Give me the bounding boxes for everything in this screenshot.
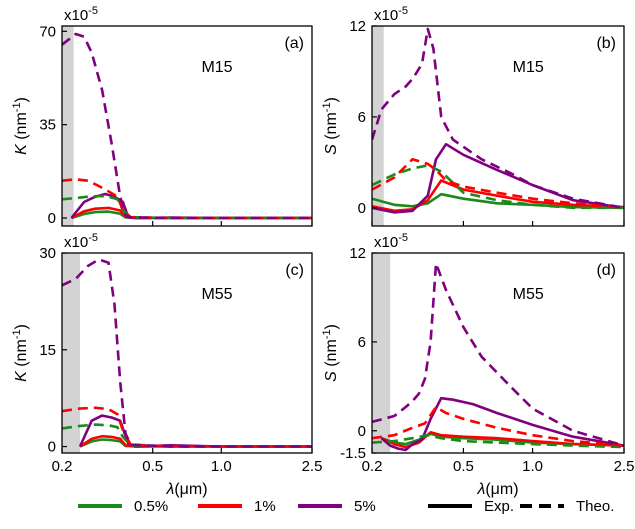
panel-c: 0.2 0.5 1.0 2.5 0 15 30 x10-5 (c) M55 K (nm-1) λ(μm… [11, 232, 322, 498]
y-tick-label: 12 [349, 18, 366, 35]
y-axis-label: K (nm-1) [11, 97, 30, 155]
plot-frame [61, 252, 313, 454]
x-axis-label: λ(μm) [476, 481, 518, 498]
series-line-0-5-theo- [62, 423, 312, 448]
y-tick-label: 0 [358, 423, 366, 440]
x-tick-label: 0.5 [142, 458, 163, 475]
x-tick-label: 0.5 [453, 458, 474, 475]
series-line-1-exp- [372, 179, 624, 213]
y-axis-label: S (nm-1) [321, 324, 340, 382]
sample-label: M55 [513, 286, 544, 303]
plot-frame [371, 252, 625, 454]
legend-item-05: 0.5% [78, 498, 168, 515]
x-tick-label: 2.5 [614, 458, 635, 475]
x-axis-label: λ(μm) [165, 481, 207, 498]
y-axis-label: K (nm-1) [11, 324, 30, 382]
y-axis-label: S (nm-1) [321, 97, 340, 155]
y-tick-label: 0 [48, 210, 56, 227]
legend-label: 0.5% [134, 498, 168, 515]
y-tick-label: -1.5 [340, 445, 366, 462]
shaded-region [372, 253, 391, 453]
series-line-5-theo- [372, 27, 624, 210]
series-line-1-theo- [372, 158, 624, 210]
y-tick-label: 6 [358, 109, 366, 126]
y-tick-label: 0 [358, 200, 366, 217]
series-line-5-theo- [62, 258, 312, 448]
multiplier-label: x10-5 [374, 232, 408, 251]
y-tick-label: 70 [39, 23, 56, 40]
y-tick-label: 15 [39, 342, 56, 359]
legend-label: 5% [354, 498, 376, 515]
series-line-0-5-theo- [372, 433, 624, 449]
legend-item-exp: Exp. [428, 498, 514, 515]
panel-tag: (d) [596, 262, 616, 279]
y-tick-label: 35 [39, 117, 56, 134]
shaded-region [62, 26, 74, 226]
multiplier-label: x10-5 [64, 5, 98, 24]
y-tick-label: 30 [39, 245, 56, 262]
y-tick-label: 0 [48, 439, 56, 456]
panel-b: 0 6 12 x10-5 (b) M15 S (nm-1) [321, 5, 625, 227]
x-tick-label: 0.2 [52, 458, 73, 475]
plot-frame [61, 25, 313, 227]
multiplier-label: x10-5 [374, 5, 408, 24]
legend-item-1: 1% [198, 498, 276, 515]
legend-label: Theo. [576, 498, 614, 515]
series-line-1-theo- [372, 405, 624, 447]
series-line-5-exp- [70, 192, 312, 220]
series-line-0-5-theo- [62, 194, 312, 220]
series-line-1-theo- [62, 178, 312, 220]
series-line-1-exp- [380, 430, 624, 449]
panel-a: 0 35 70 x10-5 (a) M15 K (nm-1) [11, 5, 313, 227]
shaded-region [62, 253, 81, 453]
series-line-5-theo- [372, 262, 624, 447]
panel-tag: (c) [285, 262, 304, 279]
y-tick-label: 12 [349, 245, 366, 262]
legend-item-theo: Theo. [520, 498, 614, 515]
y-tick-label: 6 [358, 334, 366, 351]
panel-tag: (a) [284, 35, 304, 52]
panel-d: 0.2 0.5 1.0 2.5 -1.5 0 6 12 x10-5 (d) M55 S (nm-1) λ… [321, 232, 634, 498]
x-tick-label: 2.5 [302, 458, 323, 475]
shaded-region [372, 26, 384, 226]
multiplier-label: x10-5 [64, 232, 98, 251]
series-line-1-theo- [62, 406, 312, 448]
x-tick-label: 1.0 [522, 458, 543, 475]
legend-item-5: 5% [298, 498, 376, 515]
sample-label: M15 [201, 59, 232, 76]
series-line-5-theo- [62, 32, 312, 220]
x-tick-label: 1.0 [211, 458, 232, 475]
series-line-5-exp- [372, 142, 624, 214]
x-tick-label: 0.2 [362, 458, 383, 475]
legend: 0.5% 1% 5% Exp. Theo. [78, 498, 614, 515]
plot-frame [371, 25, 625, 227]
panel-tag: (b) [596, 35, 616, 52]
sample-label: M55 [201, 286, 232, 303]
legend-label: 1% [254, 498, 276, 515]
legend-label: Exp. [484, 498, 514, 515]
sample-label: M15 [513, 59, 544, 76]
